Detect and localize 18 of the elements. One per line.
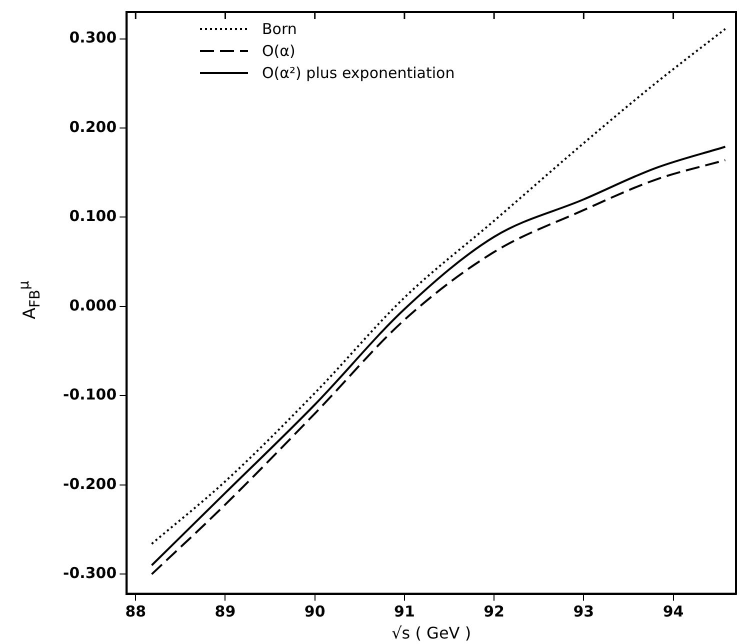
y-tick-label: 0.200 (69, 118, 117, 136)
y-tick-label: 0.000 (69, 296, 117, 314)
y-tick-label: -0.300 (63, 564, 117, 582)
x-tick-label: 92 (484, 602, 504, 621)
x-tick-label: 90 (304, 602, 326, 621)
y-tick-label: 0.100 (69, 207, 117, 226)
x-tick-label: 88 (125, 602, 146, 621)
legend-label: O(α) (262, 41, 296, 62)
legend-label: Born (262, 19, 297, 40)
y-tick-label: 0.300 (69, 28, 117, 47)
x-tick-label: 91 (394, 602, 415, 621)
x-tick-label: 89 (214, 602, 236, 621)
y-tick-label: -0.100 (63, 386, 117, 404)
y-tick-label: -0.200 (63, 474, 117, 493)
x-tick-label: 93 (573, 602, 594, 621)
x-tick-label: 94 (662, 602, 684, 621)
legend-label: O(α²) plus exponentiation (262, 63, 455, 84)
x-axis-title: √s ( GeV ) (392, 624, 472, 643)
